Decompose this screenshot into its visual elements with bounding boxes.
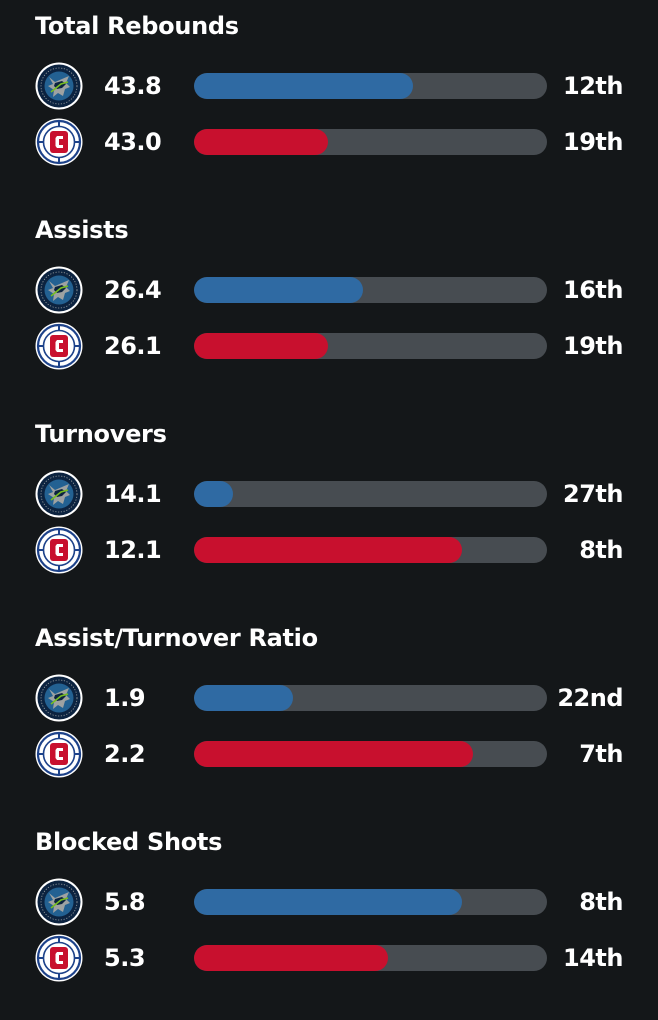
stat-bar-fill (194, 685, 293, 711)
clippers-logo-icon (35, 322, 83, 370)
stat-bar-track (194, 129, 547, 155)
stat-section-turnovers: Turnovers 14.1 27th 12.1 8th (0, 408, 658, 612)
league-rank: 8th (579, 888, 623, 916)
stat-bar-fill (194, 481, 233, 507)
stat-bar-track (194, 73, 547, 99)
team-stat-row-timberwolves: 1.9 22nd (0, 674, 658, 722)
clippers-logo-icon (35, 118, 83, 166)
stat-value: 2.2 (104, 740, 146, 768)
stat-value: 5.8 (104, 888, 146, 916)
stat-title: Assists (35, 216, 129, 244)
league-rank: 27th (563, 480, 623, 508)
stat-bar-fill (194, 73, 413, 99)
team-stat-row-clippers: 12.1 8th (0, 526, 658, 574)
stat-bar-track (194, 333, 547, 359)
stat-section-assist-turnover-ratio: Assist/Turnover Ratio 1.9 22nd 2.2 7th (0, 612, 658, 816)
team-stat-row-timberwolves: 14.1 27th (0, 470, 658, 518)
stat-bar-fill (194, 741, 473, 767)
league-rank: 19th (563, 332, 623, 360)
stat-value: 14.1 (104, 480, 162, 508)
stat-bar-track (194, 277, 547, 303)
clippers-logo-icon (35, 730, 83, 778)
stat-title: Turnovers (35, 420, 167, 448)
stat-value: 26.4 (104, 276, 162, 304)
timberwolves-logo-icon (35, 62, 83, 110)
timberwolves-logo-icon (35, 674, 83, 722)
league-rank: 14th (563, 944, 623, 972)
stat-bar-track (194, 685, 547, 711)
stat-value: 5.3 (104, 944, 146, 972)
stat-bar-track (194, 537, 547, 563)
team-stat-row-timberwolves: 5.8 8th (0, 878, 658, 926)
stat-title: Assist/Turnover Ratio (35, 624, 318, 652)
stat-bar-track (194, 945, 547, 971)
stat-bar-fill (194, 333, 328, 359)
stat-value: 12.1 (104, 536, 162, 564)
team-stat-row-clippers: 5.3 14th (0, 934, 658, 982)
stat-title: Blocked Shots (35, 828, 223, 856)
team-stat-row-clippers: 26.1 19th (0, 322, 658, 370)
clippers-logo-icon (35, 526, 83, 574)
stat-bar-fill (194, 945, 388, 971)
stat-section-total-rebounds: Total Rebounds 43.8 12th 43.0 19th (0, 0, 658, 204)
stat-bar-fill (194, 129, 328, 155)
league-rank: 16th (563, 276, 623, 304)
stat-bar-track (194, 889, 547, 915)
team-stat-row-clippers: 43.0 19th (0, 118, 658, 166)
team-stat-row-clippers: 2.2 7th (0, 730, 658, 778)
team-stat-row-timberwolves: 26.4 16th (0, 266, 658, 314)
clippers-logo-icon (35, 934, 83, 982)
timberwolves-logo-icon (35, 266, 83, 314)
stat-bar-track (194, 481, 547, 507)
league-rank: 7th (579, 740, 623, 768)
team-stat-row-timberwolves: 43.8 12th (0, 62, 658, 110)
stat-title: Total Rebounds (35, 12, 239, 40)
stat-bar-fill (194, 537, 462, 563)
stat-section-blocked-shots: Blocked Shots 5.8 8th 5.3 14th (0, 816, 658, 1020)
stat-value: 43.0 (104, 128, 162, 156)
league-rank: 19th (563, 128, 623, 156)
timberwolves-logo-icon (35, 878, 83, 926)
stat-bar-fill (194, 889, 462, 915)
league-rank: 8th (579, 536, 623, 564)
stat-bar-fill (194, 277, 363, 303)
league-rank: 22nd (557, 684, 623, 712)
stat-section-assists: Assists 26.4 16th 26.1 19th (0, 204, 658, 408)
stat-value: 43.8 (104, 72, 162, 100)
stat-value: 1.9 (104, 684, 146, 712)
stat-value: 26.1 (104, 332, 162, 360)
league-rank: 12th (563, 72, 623, 100)
timberwolves-logo-icon (35, 470, 83, 518)
stat-bar-track (194, 741, 547, 767)
